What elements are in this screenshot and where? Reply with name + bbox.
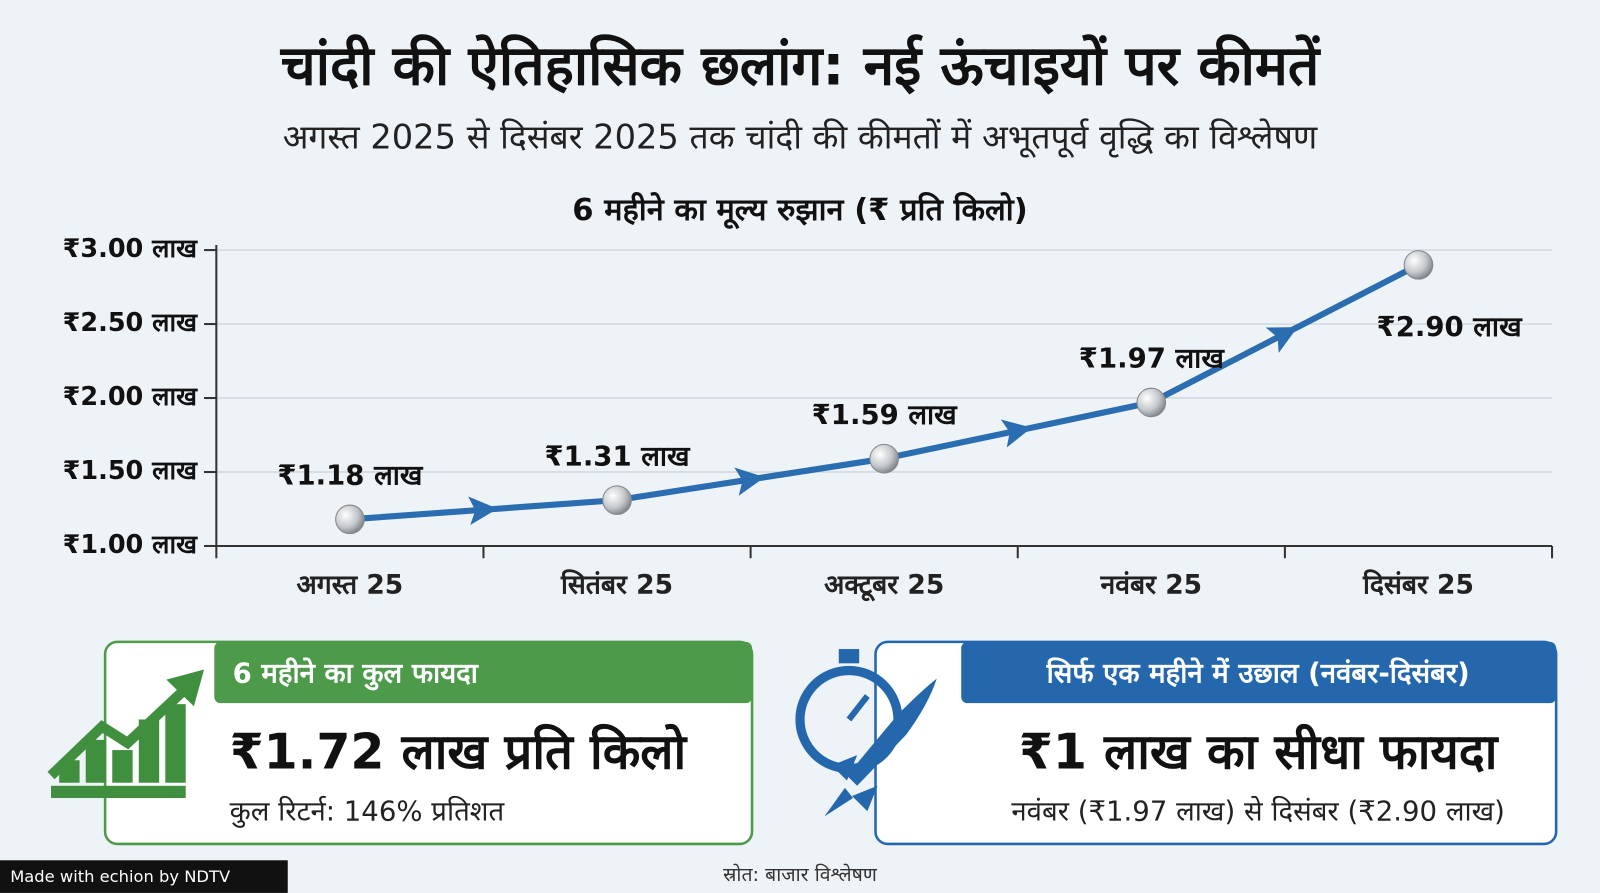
data-point (335, 504, 365, 535)
data-point (602, 485, 632, 515)
y-tick-label: ₹1.00 लाख (63, 530, 198, 560)
card-value: ₹1.72 लाख प्रति किलो (230, 724, 689, 781)
card-header: सिर्फ एक महीने में उछाल (नवंबर-दिसंबर) (1046, 657, 1470, 690)
value-label: ₹2.90 लाख (1377, 311, 1524, 343)
stopwatch-rocket-icon (795, 649, 937, 817)
x-tick-label: सितंबर 25 (560, 568, 673, 600)
y-tick-label: ₹2.00 लाख (63, 382, 198, 412)
page-subtitle: अगस्त 2025 से दिसंबर 2025 तक चांदी की की… (283, 117, 1318, 158)
plot: ₹1.00 लाख ₹1.50 लाख ₹2.00 लाख ₹2.50 लाख ₹3.0… (63, 234, 1554, 601)
watermark-bg (0, 860, 288, 893)
data-point (1136, 387, 1167, 418)
growth-icon (47, 669, 205, 799)
card-detail: कुल रिटर्न: 146% प्रतिशत (230, 795, 506, 828)
x-tick-label: अगस्त 25 (297, 569, 404, 600)
value-label: ₹1.59 लाख (812, 399, 959, 431)
card-header: 6 महीने का कुल फायदा (233, 657, 479, 691)
card-header-bg (214, 641, 753, 704)
card-value: ₹1 लाख का सीधा फायदा (1019, 724, 1500, 781)
y-tick-label: ₹1.50 लाख (63, 456, 198, 486)
arrowhead (1265, 327, 1298, 353)
page-title: चांदी की ऐतिहासिक छलांग: नई ऊंचाइयों पर … (280, 34, 1322, 98)
arrowhead (1000, 419, 1032, 448)
value-label: ₹1.97 लाख (1079, 343, 1226, 375)
value-label: ₹1.18 लाख (277, 460, 424, 492)
chart-title: 6 महीने का मूल्य रुझान (₹ प्रति किलो) (572, 192, 1027, 230)
x-tick-label: अक्टूबर 25 (824, 569, 944, 601)
data-point (1403, 250, 1434, 280)
arrowhead (468, 496, 498, 526)
arrowhead (734, 467, 765, 496)
card-detail: नवंबर (₹1.97 लाख) से दिसंबर (₹2.90 लाख) (1011, 795, 1505, 827)
card-header-bg (961, 641, 1557, 704)
x-tick-label: नवंबर 25 (1100, 569, 1203, 600)
x-tick-label: दिसंबर 25 (1362, 568, 1474, 600)
y-tick-label: ₹3.00 लाख (63, 234, 198, 264)
y-tick-label: ₹2.50 लाख (63, 308, 198, 338)
data-point (869, 443, 899, 474)
value-label: ₹1.31 लाख (545, 440, 692, 472)
watermark: Made with echion by NDTV (10, 867, 231, 886)
source: स्रोत: बाजार विश्लेषण (723, 863, 878, 886)
